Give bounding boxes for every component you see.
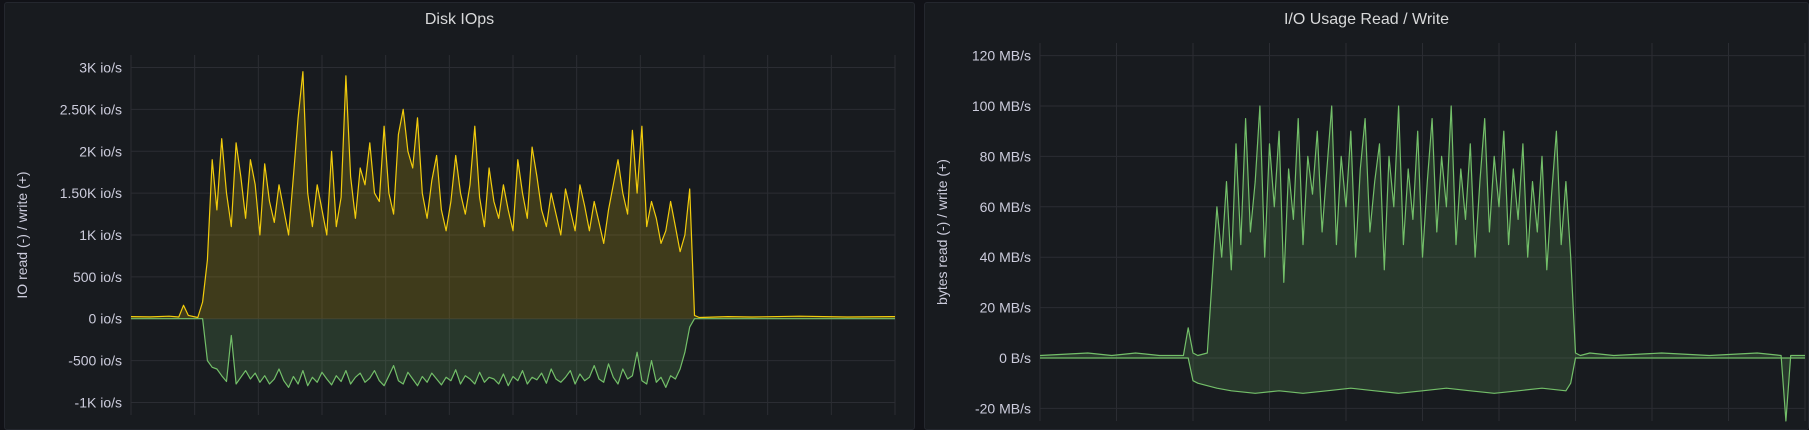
series-line-1: [131, 318, 895, 388]
y-tick-label: 1.50K io/s: [60, 185, 122, 201]
series-area-1: [1040, 358, 1805, 394]
y-tick-label: 100 MB/s: [972, 98, 1031, 114]
y-tick-label: 2.50K io/s: [60, 101, 122, 117]
disk-iops-chart: 3K io/s 2.50K io/s 2K io/s 1.50K io/s 1K io/…: [14, 55, 896, 415]
panel-title: I/O Usage Read / Write: [1283, 11, 1450, 28]
io-usage-chart: 120 MB/s 100 MB/s 80 MB/s 60 MB/s 40 MB/s 20 …: [934, 43, 1806, 422]
y-tick-label: 3K io/s: [79, 60, 122, 76]
panel-title: Disk IOps: [424, 11, 495, 28]
y-tick-label: -500 io/s: [68, 353, 122, 369]
series-area-0: [131, 71, 895, 319]
series-line-0: [130, 71, 896, 319]
y-tick-label: -20 MB/s: [975, 400, 1031, 416]
y-tick-label: 0 io/s: [89, 311, 122, 327]
y-tick-label: 60 MB/s: [980, 199, 1031, 215]
y-tick-label: -1K io/s: [75, 394, 122, 410]
io-usage-panel: I/O Usage Read / Write 120 MB/s 100 MB/s 8…: [924, 2, 1809, 430]
series-area-0: [1040, 106, 1805, 421]
y-tick-label: 0 B/s: [999, 350, 1031, 366]
y-tick-label: 1K io/s: [79, 227, 122, 243]
y-tick-label: 500 io/s: [73, 269, 122, 285]
y-tick-label: 40 MB/s: [980, 249, 1031, 265]
y-tick-label: 20 MB/s: [980, 300, 1031, 316]
y-axis-label: IO read (-) / write (+): [14, 171, 30, 298]
series-line-1: [1040, 357, 1805, 394]
y-tick-label: 80 MB/s: [980, 148, 1031, 164]
y-tick-label: 2K io/s: [79, 143, 122, 159]
y-axis-label: bytes read (-) / write (+): [934, 159, 950, 305]
series-line-0: [1039, 105, 1805, 422]
series-area-1: [131, 318, 895, 388]
y-tick-label: 120 MB/s: [972, 48, 1031, 64]
disk-iops-panel: Disk IOps 3K io/s 2.50K io/s 2K io/s 1.50K …: [4, 2, 915, 430]
